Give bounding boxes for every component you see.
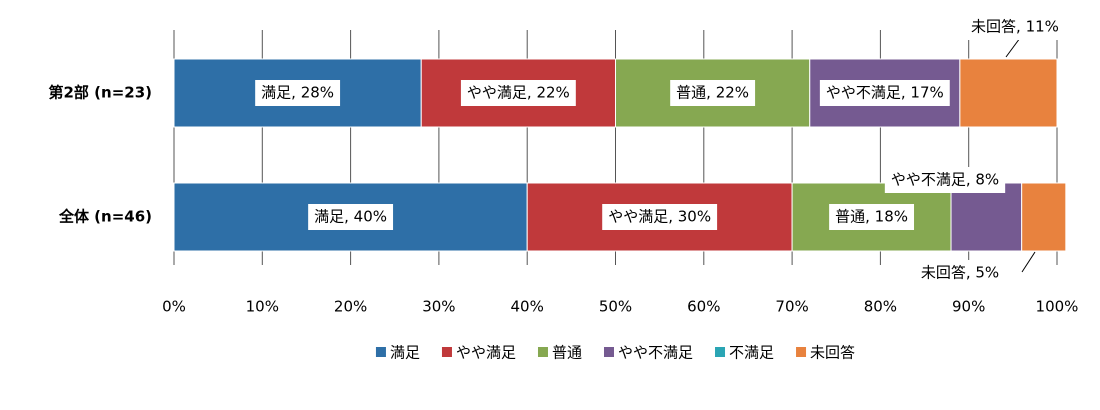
label-box: [914, 260, 1006, 286]
x-tick-label: 100%: [1036, 298, 1079, 316]
legend-swatch: [715, 347, 726, 357]
data-label: 普通, 22%: [676, 84, 749, 102]
data-label: やや不満足, 17%: [826, 84, 944, 102]
x-tick-label: 0%: [162, 298, 186, 316]
x-tick-label: 40%: [511, 298, 544, 316]
legend-label: 普通: [552, 344, 582, 362]
legend-label: 満足: [390, 344, 420, 362]
category-label: 全体 (n=46): [58, 208, 152, 226]
leader-line: [1005, 37, 1021, 58]
data-label: 満足, 40%: [314, 208, 387, 226]
legend-swatch: [604, 347, 614, 357]
data-label: 未回答, 5%: [921, 264, 999, 282]
category-label: 第2部 (n=23): [49, 84, 153, 102]
x-tick-label: 30%: [422, 298, 455, 316]
x-tick-label: 20%: [334, 298, 367, 316]
label-box: [460, 80, 576, 106]
data-label: 未回答, 11%: [971, 18, 1059, 36]
legend-label: やや満足: [456, 344, 516, 362]
bar-segment: [615, 58, 811, 128]
legend-label: 未回答: [810, 344, 855, 362]
data-label: やや不満足, 8%: [891, 171, 999, 189]
bar-segment: [1021, 182, 1067, 252]
legend-swatch: [537, 347, 548, 357]
label-box: [819, 80, 950, 106]
data-label: やや満足, 30%: [608, 208, 711, 226]
x-tick-label: 60%: [687, 298, 720, 316]
x-tick-label: 80%: [864, 298, 897, 316]
label-box: [965, 14, 1065, 40]
legend-swatch: [796, 347, 807, 357]
x-tick-label: 70%: [775, 298, 808, 316]
label-box: [255, 80, 341, 106]
legend-swatch: [441, 347, 452, 357]
data-label: 満足, 28%: [261, 84, 334, 102]
x-tick-label: 50%: [599, 298, 632, 316]
label-box: [670, 80, 756, 106]
leader-line: [1021, 251, 1036, 273]
label-box: [884, 167, 1006, 193]
legend: 満足 やや満足 普通 やや不満足 不満足 未回答: [375, 344, 855, 362]
data-label: 普通, 18%: [835, 208, 908, 226]
x-tick-label: 90%: [952, 298, 985, 316]
x-tick-label: 10%: [246, 298, 279, 316]
legend-label: やや不満足: [618, 344, 693, 362]
bar-segment: [959, 58, 1058, 128]
legend-swatch: [375, 347, 386, 357]
legend-label: 不満足: [729, 344, 774, 362]
label-box: [829, 204, 915, 230]
bar-segment: [950, 182, 1023, 252]
data-label: やや満足, 22%: [467, 84, 570, 102]
label-box: [602, 204, 718, 230]
label-box: [308, 204, 394, 230]
